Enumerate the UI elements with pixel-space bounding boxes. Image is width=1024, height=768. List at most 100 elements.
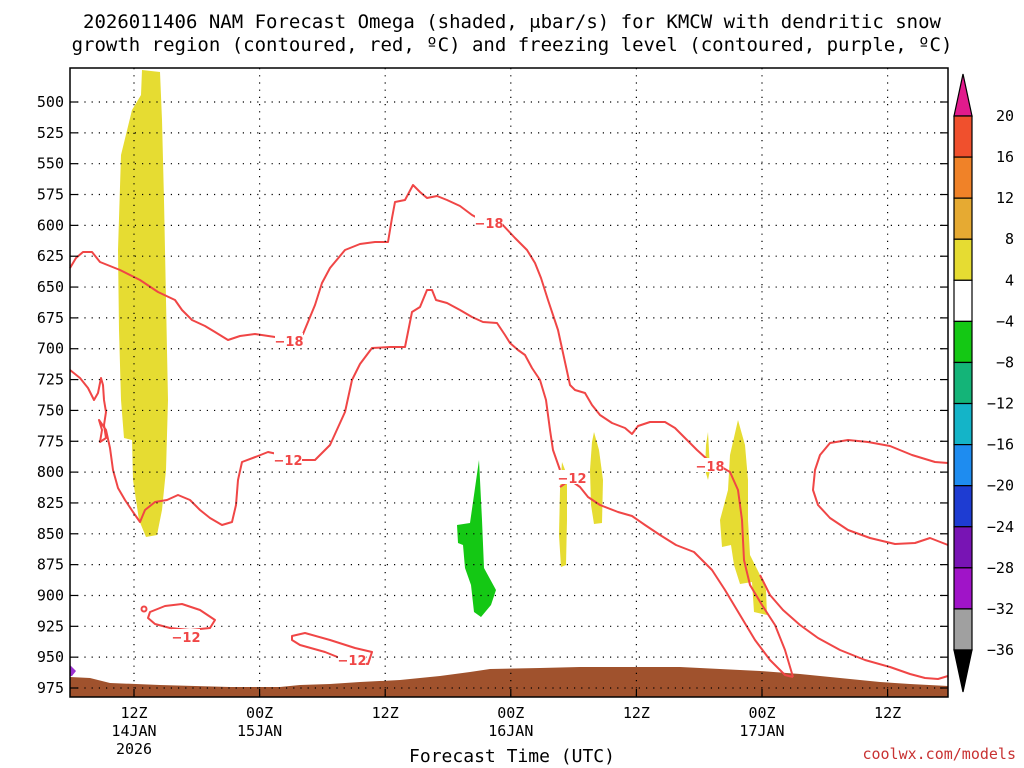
y-tick-label: 550 [37, 155, 64, 173]
contour-label-text: −12 [172, 631, 201, 646]
x-tick-label: 00Z [748, 704, 775, 722]
omega-region-yellow-1 [118, 70, 168, 537]
colorbar-label: −4 [996, 312, 1014, 330]
contour-label: −12 [558, 470, 587, 487]
colorbar-swatch [953, 156, 973, 199]
colorbar-label: 16 [996, 148, 1014, 166]
x-tick-label: 12Z [623, 704, 650, 722]
colorbar-swatch [953, 238, 973, 281]
terrain-surface [70, 667, 948, 697]
y-tick-label: 900 [37, 586, 64, 604]
y-tick-label: 525 [37, 124, 64, 142]
colorbar-swatch [953, 361, 973, 405]
contour-label-text: −18 [696, 460, 725, 475]
colorbar-swatch [953, 115, 973, 158]
y-tick-label: 600 [37, 216, 64, 234]
omega-region-yellow-5 [720, 420, 767, 615]
dgz-contours [69, 184, 949, 680]
contour-minus12-lower [69, 289, 561, 526]
x-tick-label: 15JAN [237, 722, 282, 740]
freezing-level-mark [70, 665, 76, 676]
colorbar-label: −36 [987, 641, 1014, 659]
y-tick-label: 500 [37, 93, 64, 111]
contour-labels: −18 −18 −18 −12 −12 −12 −12 [172, 215, 725, 669]
colorbar-swatch [953, 567, 973, 610]
y-tick-label: 750 [37, 401, 64, 419]
y-tick-label: 575 [37, 186, 64, 204]
contour-label-text: −12 [338, 654, 367, 669]
contour-minus12-small-2 [291, 632, 373, 665]
y-tick-label: 725 [37, 371, 64, 389]
x-tick-label: 12Z [874, 704, 901, 722]
colorbar-label: −20 [987, 477, 1014, 495]
y-tick-label: 925 [37, 617, 64, 635]
colorbar-bottom-arrow [953, 649, 973, 693]
colorbar-swatch [953, 444, 973, 487]
contour-label-text: −12 [274, 454, 303, 469]
x-tick-label: 14JAN [111, 722, 156, 740]
x-tick-label: 00Z [246, 704, 273, 722]
contour-label: −12 [172, 629, 201, 646]
y-tick-label: 775 [37, 432, 64, 450]
x-tick-label: 12Z [120, 704, 147, 722]
contour-label: −18 [696, 458, 725, 475]
plot-frame [69, 67, 949, 698]
colorbar-top-arrow [953, 73, 973, 117]
colorbar-label: 20 [996, 107, 1014, 125]
colorbar-swatch [953, 279, 973, 322]
contour-label: −12 [338, 652, 367, 669]
colorbar: 20 16 12 8 4 −4 −8 −12 −16 −20 −24 −28 −32 −36 [953, 73, 1014, 693]
omega-region-green [457, 460, 496, 617]
chart-title-line1: 2026011406 NAM Forecast Omega (shaded, μ… [83, 11, 941, 33]
contour-label: −12 [274, 452, 303, 469]
y-tick-label: 700 [37, 340, 64, 358]
x-tick-label: 2026 [116, 740, 152, 758]
y-tick-label: 625 [37, 247, 64, 265]
colorbar-label: −28 [987, 559, 1014, 577]
x-tick-label: 17JAN [739, 722, 784, 740]
contour-label-text: −18 [275, 335, 304, 350]
contour-label-text: −18 [475, 217, 504, 232]
y-tick-label: 800 [37, 463, 64, 481]
contour-minus12-small-1 [147, 603, 216, 631]
y-tick-label: 675 [37, 309, 64, 327]
omega-region-yellow-3 [590, 432, 603, 524]
omega-region-yellow-2 [559, 462, 567, 567]
colorbar-swatch [953, 526, 973, 569]
colorbar-swatch [953, 608, 973, 651]
colorbar-label: 12 [996, 189, 1014, 207]
colorbar-swatch [953, 197, 973, 240]
contour-minus12-dot [140, 605, 148, 613]
y-axis-ticks: 500 525 550 575 600 625 650 675 700 725 750 775 800 8… [37, 93, 948, 697]
contour-minus18-upper [69, 184, 794, 678]
x-tick-label: 16JAN [488, 722, 533, 740]
grid-lines [70, 68, 948, 697]
omega-shading [118, 70, 767, 617]
colorbar-label: −16 [987, 436, 1014, 454]
contour-right-lower [759, 574, 949, 680]
contour-minus12-right [812, 439, 949, 546]
y-tick-label: 650 [37, 278, 64, 296]
colorbar-swatch [953, 485, 973, 528]
colorbar-label: −8 [996, 353, 1014, 371]
contour-label-text: −12 [558, 472, 587, 487]
colorbar-label: −32 [987, 600, 1014, 618]
colorbar-label: 4 [1005, 271, 1014, 289]
contour-label: −18 [275, 333, 304, 350]
colorbar-label: −24 [987, 518, 1014, 536]
x-tick-label: 00Z [497, 704, 524, 722]
y-tick-label: 875 [37, 556, 64, 574]
x-axis-title: Forecast Time (UTC) [409, 746, 615, 767]
colorbar-swatch [953, 402, 973, 446]
credit-text[interactable]: coolwx.com/models [862, 745, 1016, 763]
colorbar-label: −12 [987, 395, 1014, 413]
x-tick-label: 12Z [372, 704, 399, 722]
contour-minus12-mid [559, 479, 794, 678]
y-tick-label: 850 [37, 525, 64, 543]
y-tick-label: 975 [37, 679, 64, 697]
y-tick-label: 825 [37, 494, 64, 512]
y-tick-label: 950 [37, 648, 64, 666]
contour-label: −18 [475, 215, 504, 232]
